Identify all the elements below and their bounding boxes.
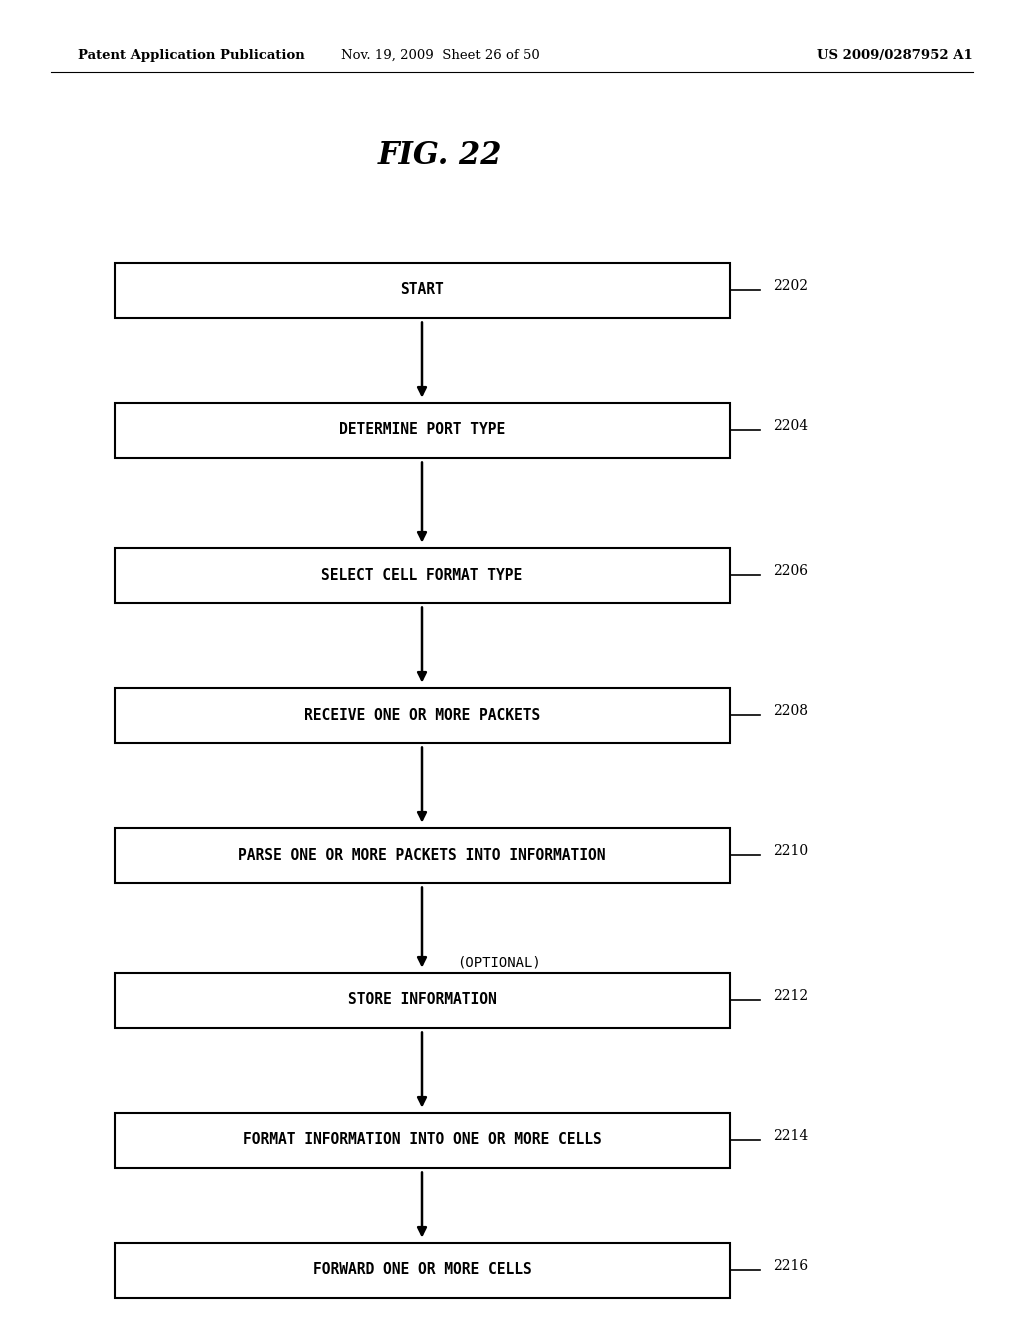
Text: Nov. 19, 2009  Sheet 26 of 50: Nov. 19, 2009 Sheet 26 of 50 xyxy=(341,49,540,62)
Bar xyxy=(115,548,730,602)
Text: FORMAT INFORMATION INTO ONE OR MORE CELLS: FORMAT INFORMATION INTO ONE OR MORE CELL… xyxy=(243,1133,601,1147)
Text: 2210: 2210 xyxy=(773,843,808,858)
Bar xyxy=(115,688,730,742)
Text: START: START xyxy=(400,282,443,297)
Bar xyxy=(115,263,730,318)
Text: FORWARD ONE OR MORE CELLS: FORWARD ONE OR MORE CELLS xyxy=(312,1262,531,1278)
Text: SELECT CELL FORMAT TYPE: SELECT CELL FORMAT TYPE xyxy=(322,568,522,582)
Bar xyxy=(115,1242,730,1298)
Text: DETERMINE PORT TYPE: DETERMINE PORT TYPE xyxy=(339,422,505,437)
Bar xyxy=(115,973,730,1027)
Bar xyxy=(115,828,730,883)
Text: 2214: 2214 xyxy=(773,1129,808,1143)
Text: Patent Application Publication: Patent Application Publication xyxy=(78,49,305,62)
Text: (OPTIONAL): (OPTIONAL) xyxy=(457,956,541,970)
Text: 2204: 2204 xyxy=(773,418,808,433)
Text: STORE INFORMATION: STORE INFORMATION xyxy=(347,993,497,1007)
Text: PARSE ONE OR MORE PACKETS INTO INFORMATION: PARSE ONE OR MORE PACKETS INTO INFORMATI… xyxy=(239,847,606,862)
Text: 2216: 2216 xyxy=(773,1259,808,1272)
Bar xyxy=(115,403,730,458)
Text: 2206: 2206 xyxy=(773,564,808,578)
Text: 2202: 2202 xyxy=(773,279,808,293)
Text: FIG. 22: FIG. 22 xyxy=(378,140,503,170)
Text: RECEIVE ONE OR MORE PACKETS: RECEIVE ONE OR MORE PACKETS xyxy=(304,708,540,722)
Text: US 2009/0287952 A1: US 2009/0287952 A1 xyxy=(817,49,973,62)
Text: 2208: 2208 xyxy=(773,704,808,718)
Bar xyxy=(115,1113,730,1167)
Text: 2212: 2212 xyxy=(773,989,808,1003)
